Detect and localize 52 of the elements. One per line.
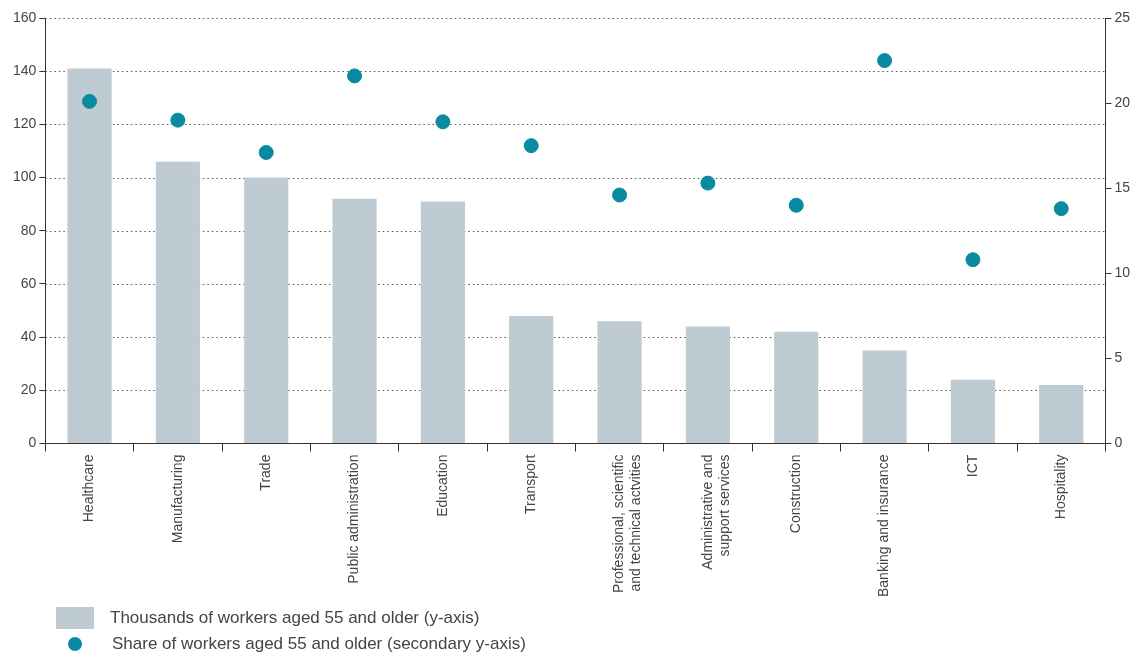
bar — [597, 321, 642, 444]
y2-tick-label: 5 — [1114, 349, 1123, 366]
y2-tick-label: 0 — [1114, 434, 1123, 451]
point — [1053, 201, 1069, 217]
y-tick-label: 0 — [28, 434, 37, 451]
point — [258, 144, 274, 160]
point — [788, 197, 804, 213]
x-tick-label: Trade — [257, 454, 274, 491]
legend-label: Share of workers aged 55 and older (secondary y-axis) — [112, 634, 526, 654]
point — [877, 53, 893, 69]
point — [965, 252, 981, 268]
y2-tick-label: 25 — [1114, 8, 1131, 25]
y-tick-label: 60 — [20, 274, 37, 291]
x-tick-label: Healthcare — [80, 454, 97, 523]
bar — [685, 326, 730, 444]
x-tick-label: Hospitality — [1052, 454, 1069, 520]
x-tick-label: Public administration — [345, 454, 362, 584]
bar — [244, 177, 289, 444]
point — [523, 138, 539, 154]
bar — [1039, 385, 1084, 444]
y2-tick-label: 20 — [1114, 93, 1131, 110]
x-tick-label: Education — [433, 454, 450, 517]
bar — [950, 379, 995, 444]
x-tick-label: Professional, scientific and technical actvities — [610, 454, 644, 594]
point — [700, 175, 716, 191]
point — [82, 93, 98, 109]
x-tick-label: Transport — [522, 454, 539, 514]
point — [347, 68, 363, 84]
legend-label: Thousands of workers aged 55 and older (y-axis) — [110, 608, 480, 628]
y2-tick-label: 10 — [1114, 264, 1131, 281]
bar — [509, 315, 554, 444]
y2-tick-label: 15 — [1114, 179, 1131, 196]
x-tick-label: ICT — [963, 454, 980, 478]
y-tick-label: 40 — [20, 328, 37, 345]
bar — [774, 331, 819, 444]
point — [435, 114, 451, 130]
y-tick-label: 140 — [13, 62, 37, 79]
y-tick-label: 160 — [13, 8, 37, 25]
bar — [155, 161, 200, 444]
bar — [420, 201, 465, 444]
y-tick-label: 100 — [13, 168, 37, 185]
x-tick-label: Manufacturing — [168, 454, 185, 544]
y-tick-label: 120 — [13, 115, 37, 132]
y-tick-label: 80 — [20, 221, 37, 238]
x-tick-label: Banking and insurance — [875, 454, 892, 597]
point — [170, 112, 186, 128]
bar — [862, 350, 907, 444]
x-tick-label: Construction — [787, 454, 804, 534]
bar — [67, 68, 112, 444]
bar — [332, 198, 377, 444]
y-tick-label: 20 — [20, 381, 37, 398]
point — [612, 187, 628, 203]
